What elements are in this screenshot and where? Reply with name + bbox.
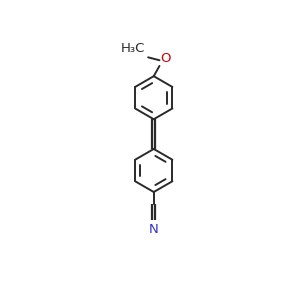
Text: O: O (160, 52, 171, 65)
Text: N: N (149, 223, 159, 236)
Text: H₃C: H₃C (121, 42, 146, 56)
